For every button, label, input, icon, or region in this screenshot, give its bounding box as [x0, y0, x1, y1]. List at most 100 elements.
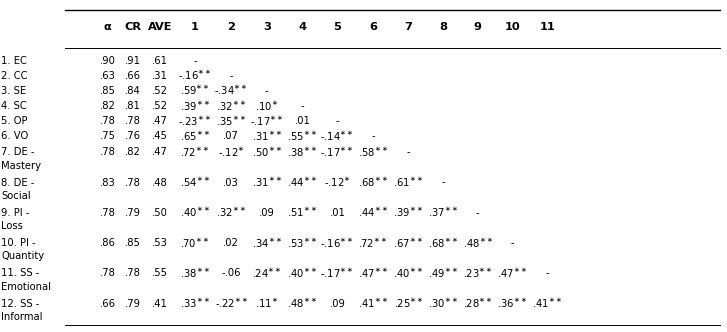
Text: .31$^{\ast\ast}$: .31$^{\ast\ast}$ [252, 130, 282, 143]
Text: .39$^{\ast\ast}$: .39$^{\ast\ast}$ [393, 206, 424, 219]
Text: 5. OP: 5. OP [1, 116, 28, 126]
Text: .78: .78 [100, 208, 116, 218]
Text: -: - [193, 56, 196, 66]
Text: .07: .07 [223, 131, 239, 141]
Text: AVE: AVE [148, 22, 172, 33]
Text: -.12$^{\ast}$: -.12$^{\ast}$ [324, 176, 350, 189]
Text: .39$^{\ast\ast}$: .39$^{\ast\ast}$ [180, 100, 210, 113]
Text: .10$^{\ast}$: .10$^{\ast}$ [255, 100, 278, 113]
Text: .48: .48 [152, 178, 168, 188]
Text: .31: .31 [152, 71, 168, 81]
Text: -.14$^{\ast\ast}$: -.14$^{\ast\ast}$ [321, 130, 354, 143]
Text: .61: .61 [152, 56, 168, 66]
Text: .45: .45 [152, 131, 168, 141]
Text: .72$^{\ast\ast}$: .72$^{\ast\ast}$ [358, 236, 387, 250]
Text: 6. VO: 6. VO [1, 131, 28, 141]
Text: .48$^{\ast\ast}$: .48$^{\ast\ast}$ [287, 297, 318, 310]
Text: -.22$^{\ast\ast}$: -.22$^{\ast\ast}$ [214, 297, 248, 310]
Text: .24$^{\ast\ast}$: .24$^{\ast\ast}$ [252, 267, 281, 280]
Text: .67$^{\ast\ast}$: .67$^{\ast\ast}$ [393, 236, 424, 250]
Text: .66: .66 [100, 298, 116, 308]
Text: .47$^{\ast\ast}$: .47$^{\ast\ast}$ [497, 267, 528, 280]
Text: .79: .79 [125, 208, 141, 218]
Text: 10. PI -: 10. PI - [1, 238, 36, 248]
Text: 9: 9 [473, 22, 482, 33]
Text: -: - [301, 101, 304, 111]
Text: .50: .50 [152, 208, 168, 218]
Text: .09: .09 [329, 298, 345, 308]
Text: -: - [230, 71, 233, 81]
Text: Loss: Loss [1, 221, 23, 231]
Text: 5: 5 [334, 22, 341, 33]
Text: .47: .47 [152, 116, 168, 126]
Text: .28$^{\ast\ast}$: .28$^{\ast\ast}$ [463, 297, 492, 310]
Text: .32$^{\ast\ast}$: .32$^{\ast\ast}$ [216, 206, 246, 219]
Text: .83: .83 [100, 178, 116, 188]
Text: .11$^{\ast}$: .11$^{\ast}$ [255, 297, 278, 310]
Text: .78: .78 [100, 116, 116, 126]
Text: 8: 8 [439, 22, 448, 33]
Text: .49$^{\ast\ast}$: .49$^{\ast\ast}$ [428, 267, 459, 280]
Text: .90: .90 [100, 56, 116, 66]
Text: .41: .41 [152, 298, 168, 308]
Text: .85: .85 [100, 86, 116, 96]
Text: .86: .86 [100, 238, 116, 248]
Text: Social: Social [1, 191, 31, 201]
Text: -.34$^{\ast\ast}$: -.34$^{\ast\ast}$ [214, 84, 248, 98]
Text: .82: .82 [100, 101, 116, 111]
Text: .35$^{\ast\ast}$: .35$^{\ast\ast}$ [216, 115, 246, 128]
Text: 11. SS -: 11. SS - [1, 268, 40, 278]
Text: .47$^{\ast\ast}$: .47$^{\ast\ast}$ [358, 267, 388, 280]
Text: .40$^{\ast\ast}$: .40$^{\ast\ast}$ [393, 267, 424, 280]
Text: Emotional: Emotional [1, 282, 52, 291]
Text: .76: .76 [125, 131, 141, 141]
Text: 7: 7 [405, 22, 412, 33]
Text: .68$^{\ast\ast}$: .68$^{\ast\ast}$ [428, 236, 459, 250]
Text: .54$^{\ast\ast}$: .54$^{\ast\ast}$ [180, 176, 210, 189]
Text: .65$^{\ast\ast}$: .65$^{\ast\ast}$ [180, 130, 210, 143]
Text: .40$^{\ast\ast}$: .40$^{\ast\ast}$ [287, 267, 318, 280]
Text: .53$^{\ast\ast}$: .53$^{\ast\ast}$ [287, 236, 318, 250]
Text: 3: 3 [262, 22, 271, 33]
Text: .70$^{\ast\ast}$: .70$^{\ast\ast}$ [180, 236, 209, 250]
Text: .09: .09 [259, 208, 275, 218]
Text: α: α [104, 22, 111, 33]
Text: -: - [407, 147, 410, 157]
Text: .47: .47 [152, 147, 168, 157]
Text: -.17$^{\ast\ast}$: -.17$^{\ast\ast}$ [250, 115, 284, 128]
Text: 4: 4 [298, 22, 307, 33]
Text: .53: .53 [152, 238, 168, 248]
Text: .25$^{\ast\ast}$: .25$^{\ast\ast}$ [394, 297, 423, 310]
Text: -.17$^{\ast\ast}$: -.17$^{\ast\ast}$ [321, 267, 354, 280]
Text: .36$^{\ast\ast}$: .36$^{\ast\ast}$ [497, 297, 528, 310]
Text: -.12$^{\ast}$: -.12$^{\ast}$ [218, 146, 244, 159]
Text: .79: .79 [125, 298, 141, 308]
Text: -: - [265, 86, 268, 96]
Text: .55: .55 [152, 268, 168, 278]
Text: .52: .52 [152, 101, 168, 111]
Text: .78: .78 [125, 268, 141, 278]
Text: -.17$^{\ast\ast}$: -.17$^{\ast\ast}$ [321, 146, 354, 159]
Text: .66: .66 [125, 71, 141, 81]
Text: 6: 6 [369, 22, 377, 33]
Text: .03: .03 [223, 178, 239, 188]
Text: -: - [546, 268, 549, 278]
Text: .01: .01 [329, 208, 345, 218]
Text: .48$^{\ast\ast}$: .48$^{\ast\ast}$ [462, 236, 493, 250]
Text: -: - [336, 116, 339, 126]
Text: .44$^{\ast\ast}$: .44$^{\ast\ast}$ [358, 206, 388, 219]
Text: .40$^{\ast\ast}$: .40$^{\ast\ast}$ [180, 206, 210, 219]
Text: Quantity: Quantity [1, 251, 44, 261]
Text: CR: CR [124, 22, 142, 33]
Text: 12. SS -: 12. SS - [1, 298, 40, 308]
Text: .63: .63 [100, 71, 116, 81]
Text: .02: .02 [223, 238, 239, 248]
Text: .58$^{\ast\ast}$: .58$^{\ast\ast}$ [358, 146, 388, 159]
Text: .38$^{\ast\ast}$: .38$^{\ast\ast}$ [287, 146, 318, 159]
Text: -: - [511, 238, 514, 248]
Text: .38$^{\ast\ast}$: .38$^{\ast\ast}$ [180, 267, 210, 280]
Text: .55$^{\ast\ast}$: .55$^{\ast\ast}$ [287, 130, 318, 143]
Text: -.16$^{\ast\ast}$: -.16$^{\ast\ast}$ [321, 236, 354, 250]
Text: .68$^{\ast\ast}$: .68$^{\ast\ast}$ [358, 176, 388, 189]
Text: .84: .84 [125, 86, 141, 96]
